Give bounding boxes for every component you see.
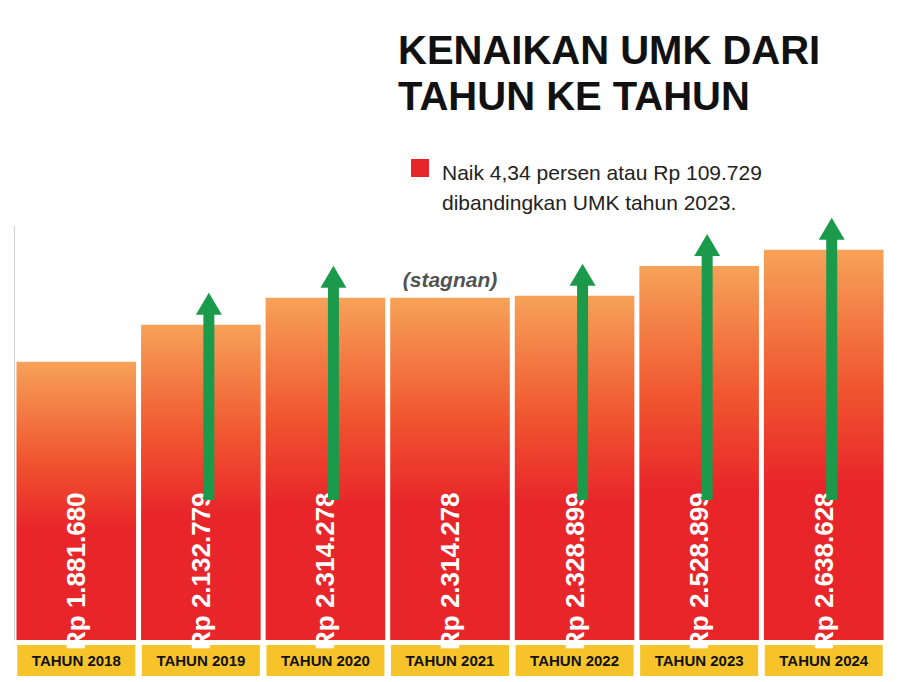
svg-text:TAHUN 2023: TAHUN 2023 <box>655 652 744 669</box>
svg-text:Rp 2.328.899: Rp 2.328.899 <box>560 492 590 650</box>
svg-text:dibandingkan UMK tahun 2023.: dibandingkan UMK tahun 2023. <box>442 191 736 214</box>
svg-text:Rp 2.638.628: Rp 2.638.628 <box>809 492 839 650</box>
svg-text:KENAIKAN UMK DARI: KENAIKAN UMK DARI <box>398 28 831 72</box>
svg-text:Rp 2.132.779: Rp 2.132.779 <box>186 492 216 650</box>
svg-text:TAHUN 2024: TAHUN 2024 <box>779 652 869 669</box>
svg-text:TAHUN 2020: TAHUN 2020 <box>281 652 370 669</box>
svg-text:(stagnan): (stagnan) <box>403 268 498 291</box>
svg-text:Rp 2.528.899: Rp 2.528.899 <box>684 492 714 650</box>
svg-text:TAHUN 2022: TAHUN 2022 <box>530 652 619 669</box>
svg-text:TAHUN 2021: TAHUN 2021 <box>406 652 495 669</box>
svg-text:TAHUN KE TAHUN: TAHUN KE TAHUN <box>398 74 750 118</box>
svg-text:Naik 4,34 persen atau Rp 109.7: Naik 4,34 persen atau Rp 109.729 <box>442 161 768 184</box>
svg-text:Rp 1.881.680: Rp 1.881.680 <box>61 492 91 650</box>
svg-text:TAHUN 2019: TAHUN 2019 <box>156 652 245 669</box>
svg-text:Rp 2.314.278: Rp 2.314.278 <box>435 492 465 650</box>
svg-text:Rp 2.314.278: Rp 2.314.278 <box>310 492 340 650</box>
svg-text:TAHUN 2018: TAHUN 2018 <box>32 652 121 669</box>
